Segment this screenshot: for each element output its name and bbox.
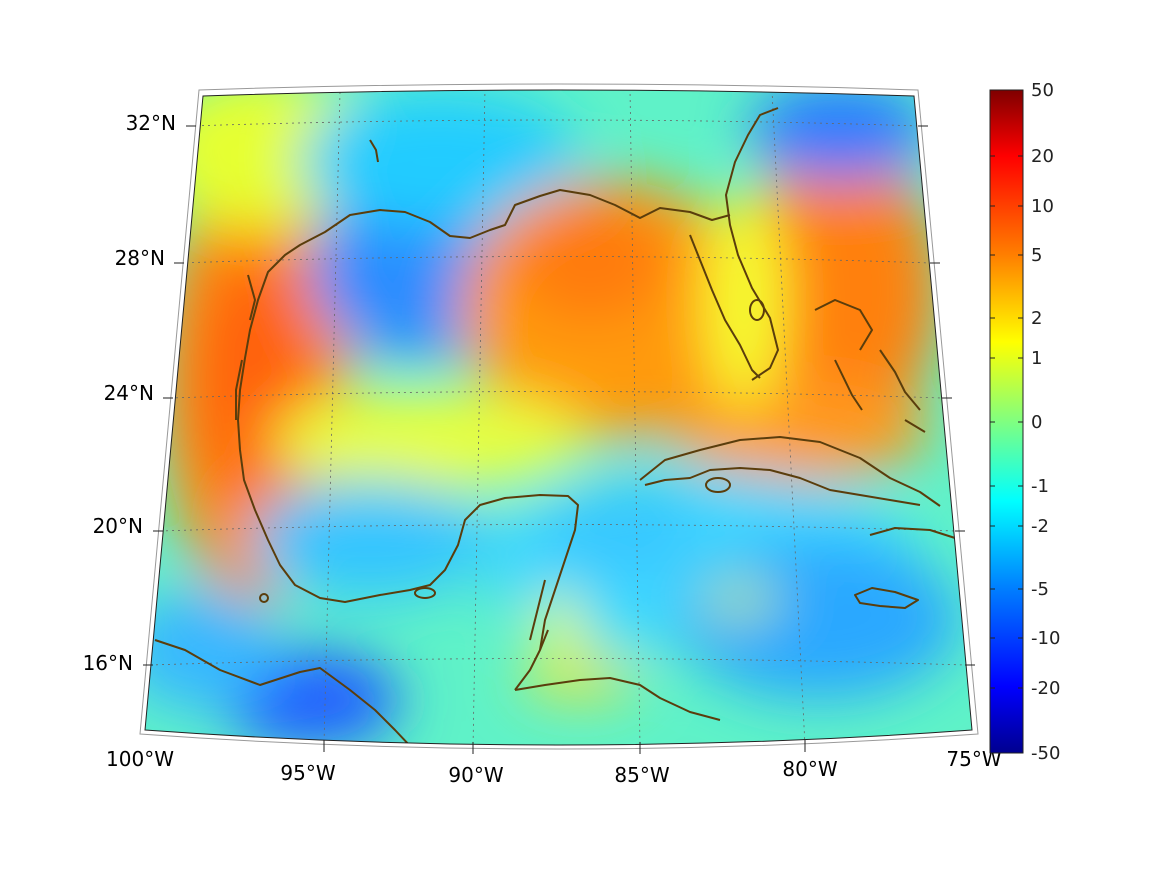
colorbar-label: 50 xyxy=(1031,80,1054,101)
colorbar-label: 0 xyxy=(1031,412,1042,433)
graticule-lines xyxy=(149,90,966,745)
colorbar-label: 2 xyxy=(1031,308,1042,329)
field-shading xyxy=(145,90,972,745)
colorbar-label: 10 xyxy=(1031,196,1054,217)
lon-label: 85°W xyxy=(614,763,669,787)
latitude-labels: 32°N 28°N 24°N 20°N 16°N xyxy=(83,111,176,675)
colorbar-label: -50 xyxy=(1031,743,1060,764)
coastlines xyxy=(154,107,956,745)
lat-label: 16°N xyxy=(83,651,133,675)
colorbar-label: -2 xyxy=(1031,516,1049,537)
lat-label: 32°N xyxy=(126,111,176,135)
longitude-labels: 100°W 95°W 90°W 85°W 80°W 75°W xyxy=(106,747,1002,787)
colorbar-label: -20 xyxy=(1031,678,1060,699)
lat-label: 28°N xyxy=(115,246,165,270)
colorbar-label: 5 xyxy=(1031,245,1042,266)
colorbar-label: -1 xyxy=(1031,476,1049,497)
lon-label: 100°W xyxy=(106,747,174,771)
colorbar-label: 20 xyxy=(1031,146,1054,167)
lon-label: 80°W xyxy=(782,757,837,781)
colorbar-label: -10 xyxy=(1031,628,1060,649)
lat-label: 20°N xyxy=(93,514,143,538)
colorbar-label: 1 xyxy=(1031,348,1042,369)
colorbar-ramp xyxy=(989,89,1024,754)
lat-label: 24°N xyxy=(104,381,154,405)
colorbar-ticks xyxy=(990,89,1023,754)
lon-label: 95°W xyxy=(280,761,335,785)
lon-label: 90°W xyxy=(448,763,503,787)
map-frame xyxy=(139,83,979,754)
colorbar-label: -5 xyxy=(1031,579,1049,600)
